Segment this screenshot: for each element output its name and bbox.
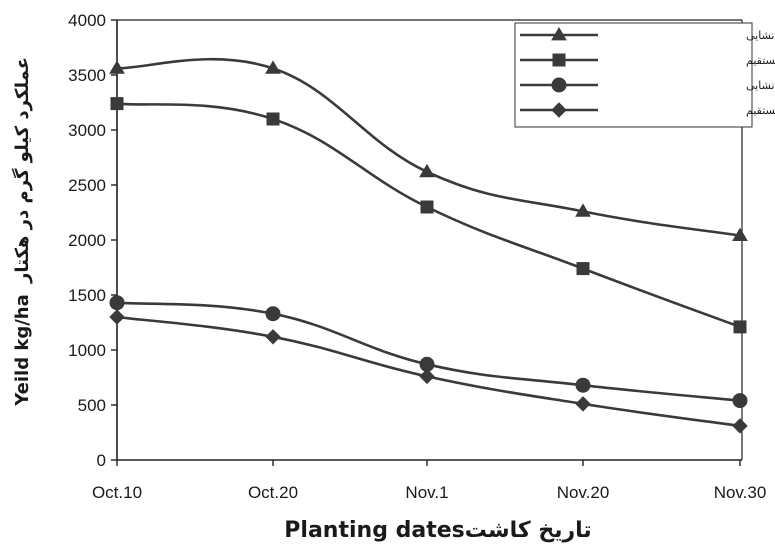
series-diamond xyxy=(109,309,748,434)
legend-label: عملکرد دانه کشت مستقیم xyxy=(746,54,775,67)
data-point-triangle xyxy=(419,163,435,178)
y-tick-label: 1500 xyxy=(68,286,106,305)
legend-marker-diamond xyxy=(551,102,567,118)
data-point-triangle xyxy=(575,203,591,217)
legend: عملکرد دانه کشت نشایی عملکرد دانه کشت مست… xyxy=(514,22,775,128)
data-point-diamond xyxy=(109,309,125,325)
legend-marker-square xyxy=(552,53,566,67)
y-tick-label: 1000 xyxy=(68,341,106,360)
y-tick-label: 500 xyxy=(78,396,106,415)
y-tick-label: 0 xyxy=(97,451,106,470)
data-point-triangle xyxy=(109,60,125,74)
series-circle xyxy=(109,295,748,409)
data-point-triangle xyxy=(265,60,281,74)
y-tick-label: 4000 xyxy=(68,11,106,30)
y-tick-label: 3500 xyxy=(68,66,106,85)
data-point-diamond xyxy=(575,396,591,412)
x-axis-ticks: Oct.10 Oct.20 Nov.1 Nov.20 Nov.30 xyxy=(92,460,766,502)
series-line xyxy=(116,102,741,329)
x-axis-title: Planting datesتاریخ کاشت xyxy=(284,518,591,543)
data-point-square xyxy=(266,112,280,126)
data-point-diamond xyxy=(419,368,435,385)
legend-label: عملکرد دانه کشت نشایی xyxy=(746,29,775,42)
x-tick-label: Nov.30 xyxy=(714,483,767,502)
series-group xyxy=(109,57,748,434)
legend-label: عملکرد روغن کشت مستقیم xyxy=(746,104,775,117)
data-point-circle xyxy=(732,393,748,409)
data-point-circle xyxy=(265,306,281,322)
data-point-triangle xyxy=(732,227,748,241)
legend-box xyxy=(514,22,753,128)
legend-marker-triangle xyxy=(551,27,567,41)
y-tick-label: 2500 xyxy=(68,176,106,195)
legend-marker-circle xyxy=(551,77,567,93)
data-point-square xyxy=(110,97,124,111)
x-tick-label: Nov.20 xyxy=(557,483,610,502)
series-triangle xyxy=(109,57,748,241)
data-point-circle xyxy=(109,295,125,311)
data-point-diamond xyxy=(732,418,748,434)
x-tick-label: Nov.1 xyxy=(405,483,448,502)
y-axis-title-english: Yeild kg/ha xyxy=(12,294,33,406)
legend-label: عملکرد روغن کشت نشایی xyxy=(746,79,775,92)
x-tick-label: Oct.20 xyxy=(248,483,298,502)
x-tick-label: Oct.10 xyxy=(92,483,142,502)
series-line xyxy=(116,301,741,402)
y-tick-label: 3000 xyxy=(68,121,106,140)
y-axis-title-persian: عملکرد کیلو گرم در هکتار xyxy=(11,57,33,284)
data-point-square xyxy=(420,200,434,214)
y-tick-label: 2000 xyxy=(68,231,106,250)
data-point-square xyxy=(576,262,590,276)
data-point-diamond xyxy=(265,329,281,345)
data-point-circle xyxy=(575,377,591,393)
y-axis-ticks: 0 500 1000 1500 2000 2500 3000 3500 4000 xyxy=(68,11,117,470)
data-point-square xyxy=(733,320,747,334)
series-square xyxy=(110,97,747,334)
